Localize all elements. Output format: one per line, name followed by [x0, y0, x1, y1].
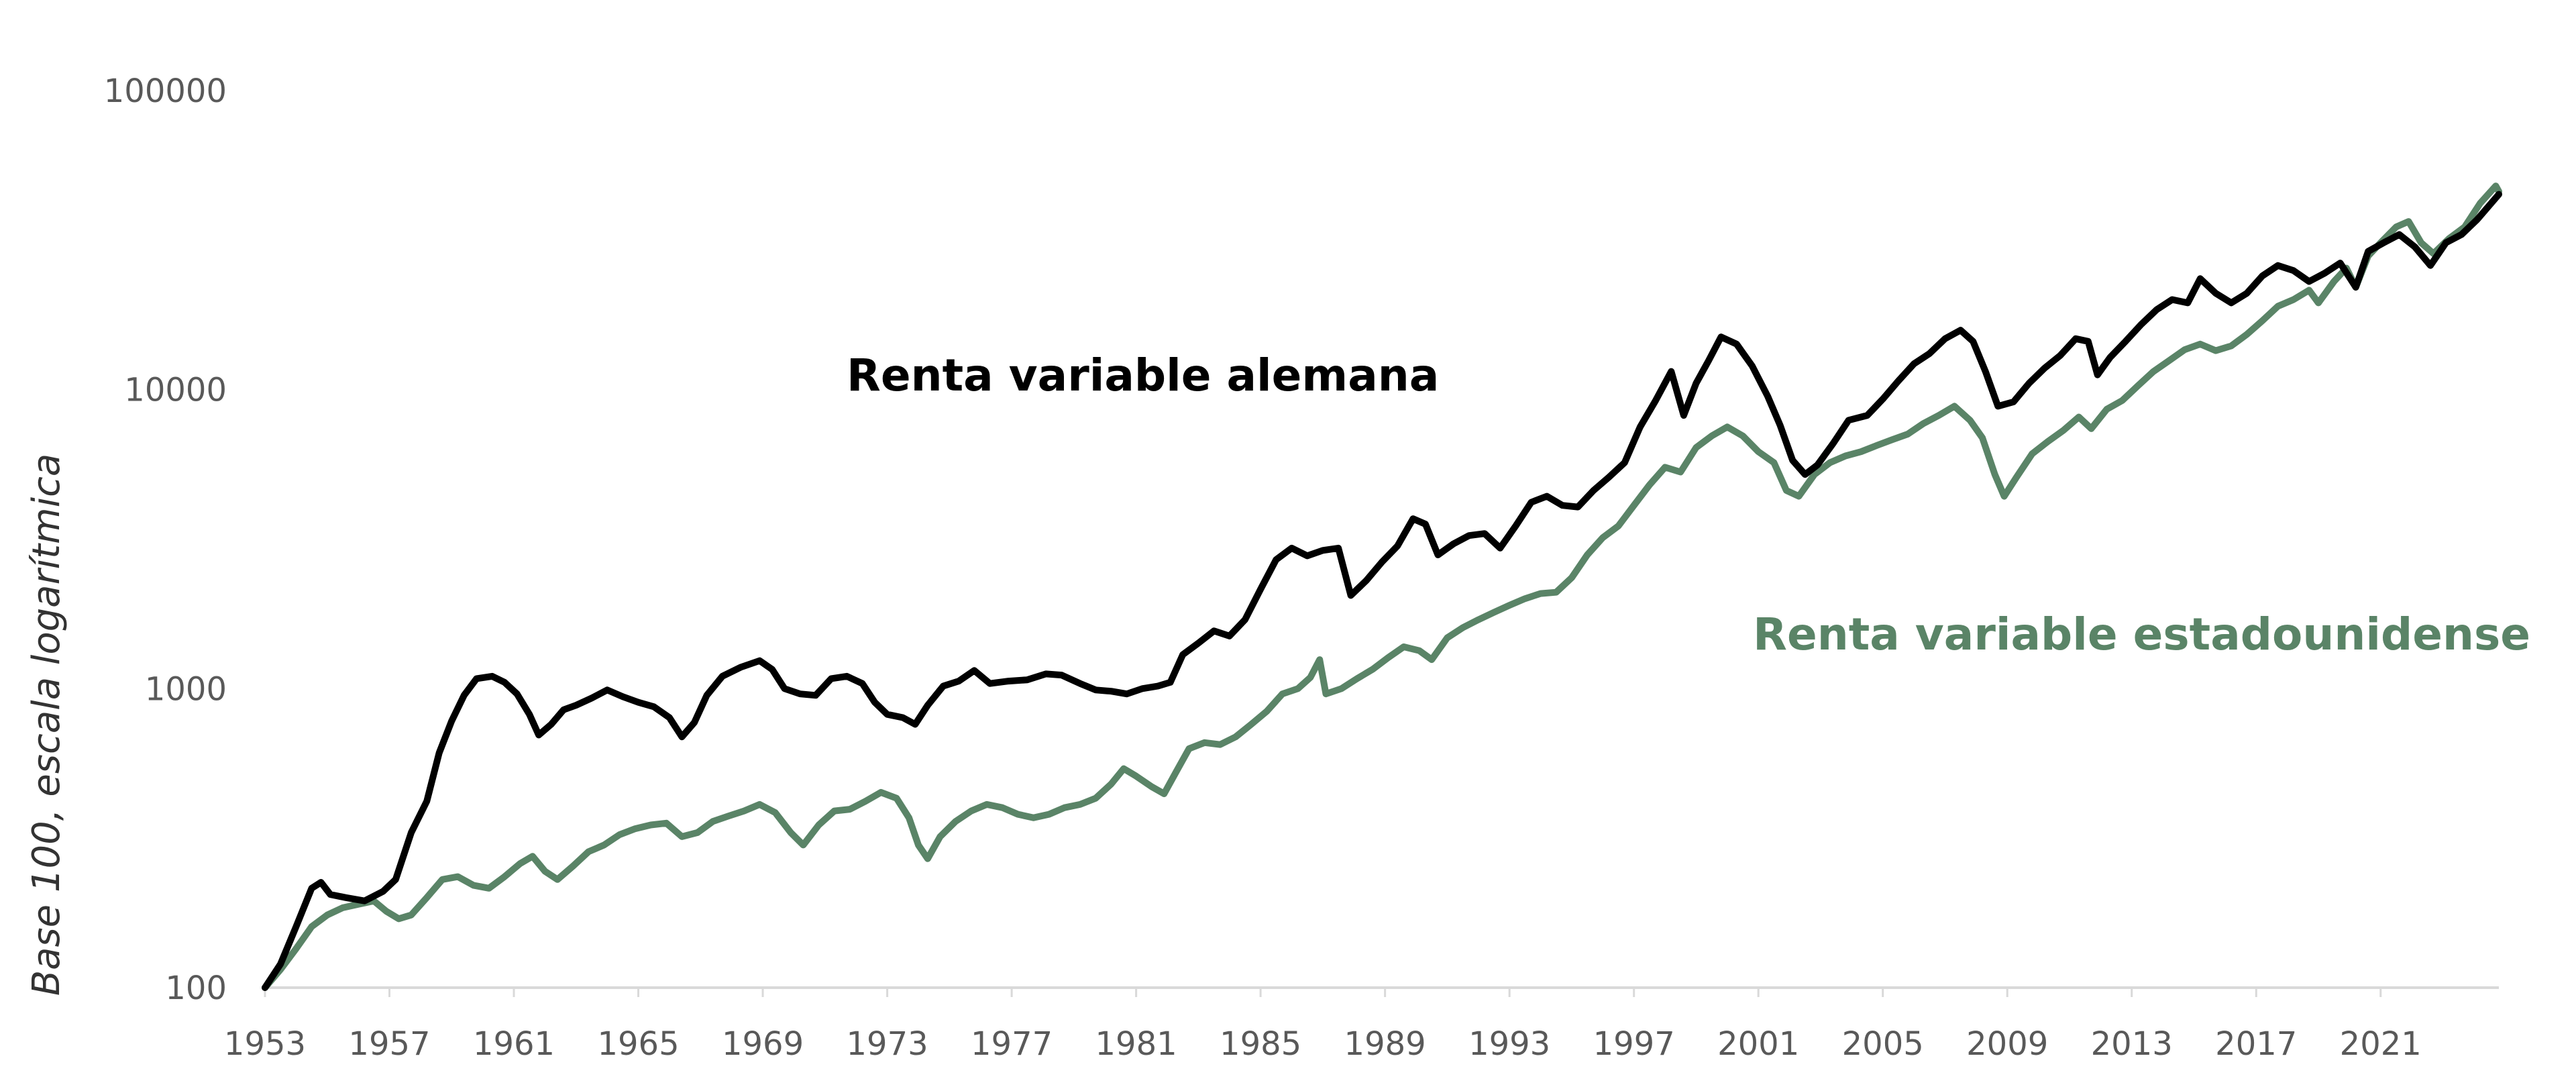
- x-tick-label: 2021: [2340, 1025, 2422, 1063]
- series-line-estadounidense: [262, 183, 2502, 991]
- x-tick-label: 1981: [1095, 1025, 1177, 1063]
- x-tick-label: 2005: [1842, 1025, 1924, 1063]
- x-tick-label: 1985: [1220, 1025, 1301, 1063]
- x-tick-marks: [264, 988, 2382, 997]
- x-tick-label: 1997: [1593, 1025, 1675, 1063]
- series-label-alemana: Renta variable alemana: [847, 350, 1439, 401]
- series-lines: [262, 183, 2502, 991]
- x-tick-label: 1977: [971, 1025, 1053, 1063]
- series-line-alemana: [262, 191, 2502, 991]
- series-label-estadounidense: Renta variable estadounidense: [1753, 609, 2530, 660]
- x-tick-label: 1973: [846, 1025, 928, 1063]
- x-tick-label: 1993: [1468, 1025, 1550, 1063]
- y-tick-label: 1000: [145, 670, 227, 708]
- x-tick-label: 2017: [2215, 1025, 2297, 1063]
- x-tick-label: 1957: [348, 1025, 430, 1063]
- x-tick-label: 1969: [722, 1025, 804, 1063]
- x-tick-label: 2001: [1717, 1025, 1799, 1063]
- x-tick-label: 2013: [2091, 1025, 2173, 1063]
- y-axis-label: Base 100, escala logarítmica: [25, 454, 68, 996]
- y-tick-label: 100000: [104, 72, 227, 110]
- y-tick-labels: 100 1000 10000 100000: [104, 72, 227, 1007]
- x-tick-labels: 1953 1957 1961 1965 1969 1973 1977 1981 1985 1989…: [224, 1025, 2422, 1063]
- x-tick-label: 1953: [224, 1025, 306, 1063]
- x-tick-label: 1989: [1344, 1025, 1426, 1063]
- x-tick-label: 1965: [597, 1025, 679, 1063]
- x-tick-label: 1961: [473, 1025, 555, 1063]
- x-tick-label: 2009: [1966, 1025, 2048, 1063]
- y-tick-label: 100: [165, 970, 227, 1007]
- y-tick-label: 10000: [124, 372, 227, 409]
